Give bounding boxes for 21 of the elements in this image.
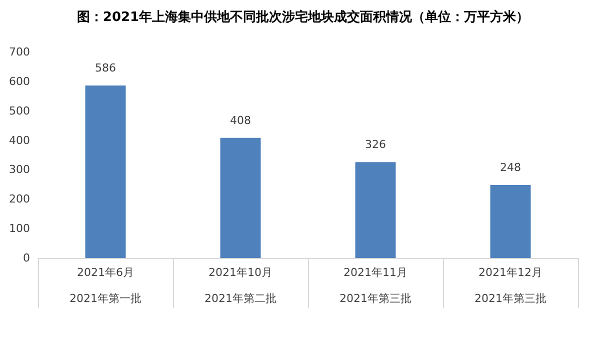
data-label: 248 [500, 161, 521, 174]
data-label: 326 [365, 138, 386, 152]
bar [490, 185, 531, 258]
y-tick-label: 600 [9, 74, 30, 88]
y-tick-label: 200 [9, 192, 30, 206]
y-tick-label: 300 [9, 163, 30, 176]
bar [85, 86, 126, 258]
y-tick-label: 0 [23, 252, 30, 264]
x-tick-label: 2021年11月 2021年第三批 [340, 266, 412, 305]
x-tick-label: 2021年10月 2021年第二批 [204, 266, 276, 305]
y-tick-label: 400 [9, 134, 30, 147]
x-tick-label: 2021年12月 2021年第三批 [474, 266, 546, 305]
chart-title: 图：2021年上海集中供地不同批次涉宅地块成交面积情况（单位：万平方米） [76, 9, 530, 25]
y-tick-label: 100 [9, 222, 30, 236]
y-tick-label: 500 [9, 104, 30, 118]
bar [220, 138, 261, 258]
x-tick-label: 2021年6月 2021年第一批 [70, 266, 142, 305]
y-tick-label: 700 [9, 46, 30, 58]
data-label: 408 [230, 114, 251, 127]
bar [355, 162, 396, 258]
data-label: 586 [95, 62, 116, 75]
